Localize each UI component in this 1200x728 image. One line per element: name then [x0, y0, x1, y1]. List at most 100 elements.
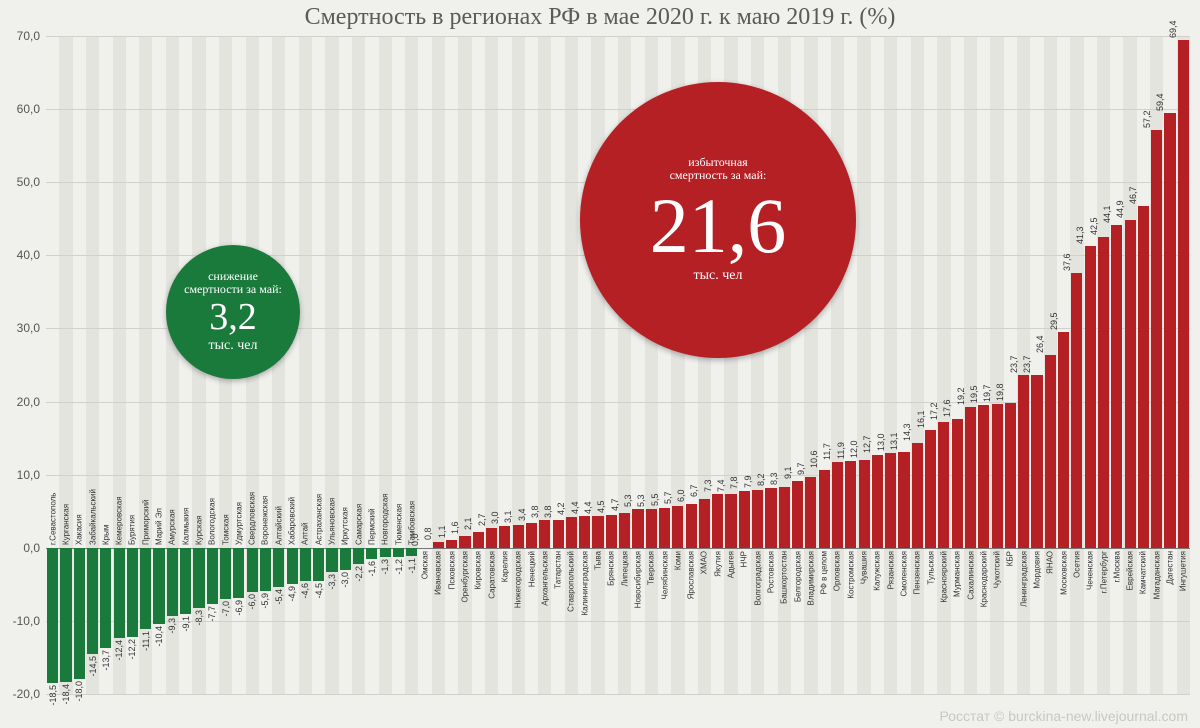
bar-slot: 0,8Ивановская: [432, 36, 445, 694]
bar-value-label: 19,2: [956, 388, 966, 406]
y-tick-label: 20,0: [17, 395, 40, 409]
bar: [499, 526, 510, 548]
bar: [805, 477, 816, 548]
chart-title: Смертность в регионах РФ в мае 2020 г. к…: [0, 4, 1200, 31]
bar-value-label: 0,8: [423, 527, 433, 540]
bar-value-label: 19,8: [995, 383, 1005, 401]
bar-slot: -9,3Амурская: [166, 36, 179, 694]
bar: [592, 516, 603, 548]
bar: [313, 548, 324, 581]
x-category-label: Адыгея: [727, 551, 736, 578]
bar-slot: -2,2Самарская: [352, 36, 365, 694]
y-tick-label: 10,0: [17, 468, 40, 482]
bar-slot: 3,4Ненецкий: [525, 36, 538, 694]
x-category-label: Иркутская: [341, 507, 350, 545]
bar-value-label: 12,7: [862, 435, 872, 453]
x-category-label: РФ в целом: [820, 551, 829, 594]
bar-slot: 23,7Мордовия: [1030, 36, 1043, 694]
x-category-label: г.Москва: [1112, 551, 1121, 582]
x-category-label: Забайкальский: [88, 489, 97, 545]
bar-value-label: 7,3: [703, 480, 713, 493]
bar-value-label: 3,8: [543, 505, 553, 518]
bar-slot: 13,1Смоленская: [897, 36, 910, 694]
bar-value-label: 11,7: [822, 443, 832, 460]
bar-value-label: -10,4: [154, 626, 164, 647]
bar: [898, 452, 909, 548]
x-category-label: Ростовская: [766, 551, 775, 593]
bar-slot: 1,1Псковская: [445, 36, 458, 694]
bar-slot: -4,9Хабаровский: [285, 36, 298, 694]
bar-value-label: 19,5: [969, 386, 979, 404]
bar-value-label: 26,4: [1035, 335, 1045, 353]
x-category-label: Белгородская: [793, 551, 802, 602]
bar-slot: -9,1Калмыкия: [179, 36, 192, 694]
x-category-label: Волгоградская: [753, 551, 762, 605]
x-category-label: Еврейская: [1126, 551, 1135, 590]
bar: [1178, 40, 1189, 547]
bar-slot: -18,0Хакасия: [73, 36, 86, 694]
bar-value-label: -12,4: [114, 640, 124, 661]
bar: [100, 548, 111, 648]
bar: [659, 508, 670, 548]
bar-value-label: 57,2: [1142, 110, 1152, 128]
bar-value-label: 7,9: [743, 476, 753, 489]
bar-slot: 14,3Пензенская: [911, 36, 924, 694]
x-category-label: Ленинградская: [1019, 551, 1028, 607]
bar: [433, 542, 444, 548]
x-category-label: Смоленская: [899, 551, 908, 597]
bar-value-label: 13,0: [876, 433, 886, 451]
x-category-label: Вологодская: [208, 498, 217, 545]
x-category-label: Тверская: [647, 551, 656, 585]
y-tick-label: 30,0: [17, 321, 40, 335]
bar: [1005, 403, 1016, 548]
x-category-label: Чеченская: [1086, 551, 1095, 590]
bar-value-label: 12,0: [849, 441, 859, 459]
bar: [752, 490, 763, 548]
bar-value-label: -18,4: [61, 684, 71, 705]
bar-value-label: 23,7: [1009, 355, 1019, 373]
bar-slot: 4,4Калининградская: [578, 36, 591, 694]
callout-excess-value: 21,6: [650, 183, 787, 269]
bar-slot: -18,4Курганская: [59, 36, 72, 694]
x-category-label: НЧР: [740, 551, 749, 567]
bar-slot: -18,5г.Севастополь: [46, 36, 59, 694]
bar: [393, 548, 404, 557]
y-tick-label: -20,0: [13, 687, 40, 701]
x-category-label: КБР: [1006, 551, 1015, 566]
watermark: Росстат © burckina-new.livejournal.com: [940, 708, 1189, 724]
bar: [845, 461, 856, 548]
x-category-label: Воронежская: [261, 495, 270, 544]
bar-value-label: -7,0: [221, 601, 231, 617]
x-category-label: Сахалинская: [966, 551, 975, 600]
x-category-label: Оренбургская: [461, 551, 470, 603]
bar-value-label: -5,4: [274, 589, 284, 605]
y-tick-label: 60,0: [17, 102, 40, 116]
bar-value-label: 5,5: [650, 493, 660, 506]
bar-slot: 12,7Калужская: [871, 36, 884, 694]
x-category-label: Осетия: [1072, 551, 1081, 578]
bar-slot: 57,2Магаданская: [1150, 36, 1163, 694]
bar-value-label: -14,5: [88, 656, 98, 677]
bar-value-label: 5,3: [636, 495, 646, 508]
bar: [539, 520, 550, 548]
x-category-label: Курганская: [61, 504, 70, 545]
callout-excess: избыточная смертность за май:21,6тыс. че…: [580, 82, 856, 358]
bar-slot: 0,0Омская: [418, 36, 431, 694]
y-tick-label: 0,0: [23, 541, 40, 555]
bar-slot: 19,7Чукотский: [990, 36, 1003, 694]
bar: [925, 430, 936, 548]
bar-slot: 4,2Ставропольский: [565, 36, 578, 694]
bar-value-label: 8,3: [769, 473, 779, 486]
x-category-label: Саратовская: [487, 551, 496, 599]
bar-value-label: 9,1: [783, 467, 793, 480]
bar: [632, 509, 643, 548]
bar: [712, 494, 723, 547]
bar-slot: 2,1Кировская: [472, 36, 485, 694]
bar: [1058, 332, 1069, 548]
x-category-label: Мурманская: [953, 551, 962, 597]
bar: [1151, 130, 1162, 548]
x-category-label: Татарстан: [554, 551, 563, 589]
callout-excess-caption-bottom: тыс. чел: [694, 268, 743, 283]
x-category-label: Дагестан: [1166, 551, 1175, 585]
bar-value-label: 11,9: [836, 442, 846, 459]
